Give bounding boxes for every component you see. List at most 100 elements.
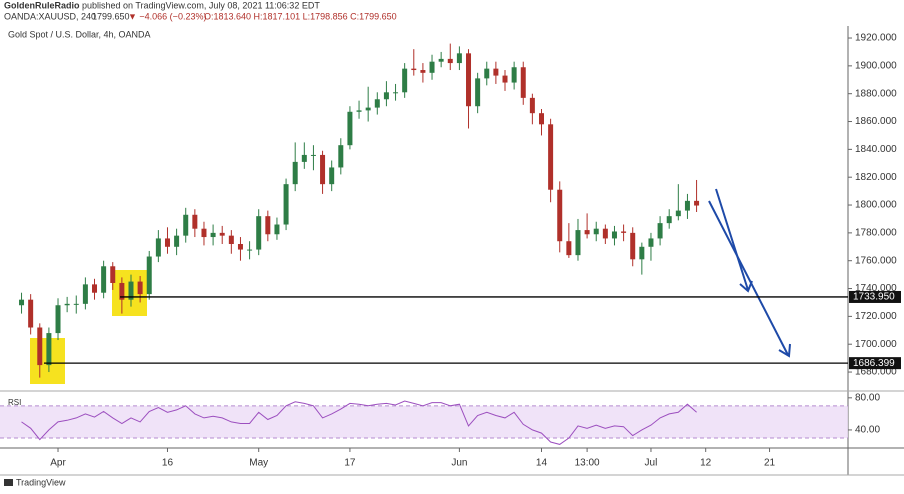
candle-body [101, 266, 107, 293]
candle-body [73, 303, 79, 305]
candle-body [155, 238, 161, 257]
arrow [708, 200, 791, 358]
candle-body [548, 124, 554, 190]
candle-body [164, 238, 170, 247]
candle-body [475, 78, 481, 107]
x-tick-label: 17 [344, 458, 356, 469]
y-tick-label: 1820.000 [855, 172, 897, 183]
candle-body [274, 224, 280, 235]
y-tick-label: 1840.000 [855, 144, 897, 155]
candle-body [657, 223, 663, 239]
candle-body [420, 70, 426, 73]
candle-body [347, 111, 353, 146]
level-label: 1686.399 [853, 358, 895, 369]
candle-body [393, 92, 399, 94]
candle-body [219, 232, 225, 236]
change: ▼ −4.066 (−0.23%) [128, 11, 206, 21]
x-tick-label: Jul [645, 458, 658, 469]
level-label: 1733.950 [853, 292, 895, 303]
candle-body [256, 216, 262, 250]
candle-body [320, 154, 326, 185]
ohlc: O:1813.640 H:1817.101 L:1798.856 C:1799.… [204, 11, 397, 21]
candle-body [55, 305, 61, 334]
y-tick-label: 1700.000 [855, 339, 897, 350]
rsi-band [0, 405, 848, 438]
candle-body [228, 235, 234, 245]
candle-body [694, 200, 700, 206]
y-tick-label: 1780.000 [855, 228, 897, 239]
candle-body [329, 167, 335, 185]
y-tick-label: 1720.000 [855, 311, 897, 322]
candle-body [639, 246, 645, 260]
candle-body [247, 249, 253, 251]
y-tick-label: 1920.000 [855, 33, 897, 44]
x-tick-label: May [249, 458, 268, 469]
candle-body [310, 154, 316, 156]
candle-body [338, 145, 344, 168]
candle-body [64, 303, 70, 306]
candle-body [265, 216, 271, 235]
logo: TradingView [4, 477, 66, 487]
candle-body [365, 107, 371, 111]
candle-body [566, 241, 572, 256]
candle-body [611, 231, 617, 239]
rsi-tick-label: 80.00 [855, 392, 880, 403]
candle-body [183, 214, 189, 236]
candle-body [621, 231, 627, 233]
x-tick-label: 14 [536, 458, 548, 469]
candle-body [466, 53, 472, 107]
level-label-box [849, 290, 901, 303]
candle-body [411, 68, 417, 71]
candle-body [374, 99, 380, 108]
candle-body [648, 238, 654, 247]
candle-body [484, 68, 490, 79]
candle-body [128, 281, 134, 300]
y-tick-label: 1800.000 [855, 200, 897, 211]
candle-body [283, 184, 289, 225]
candle-body [584, 230, 590, 235]
candle-body [429, 61, 435, 73]
candle-body [292, 161, 298, 185]
x-tick-label: 21 [764, 458, 776, 469]
y-tick-label: 1860.000 [855, 116, 897, 127]
x-tick-label: Jun [451, 458, 467, 469]
candle-body [557, 189, 563, 242]
symbol: OANDA:XAUUSD, 240 [4, 11, 96, 21]
candle-body [538, 113, 544, 125]
rsi-tick-label: 40.00 [855, 425, 880, 436]
y-tick-label: 1740.000 [855, 283, 897, 294]
arrows [708, 188, 791, 358]
candle-body [201, 228, 207, 238]
candle-body [383, 92, 389, 100]
candle-body [666, 216, 672, 224]
y-tick-label: 1760.000 [855, 255, 897, 266]
brand: TradingView [16, 477, 66, 487]
candle-body [146, 256, 152, 295]
y-tick-label: 1900.000 [855, 60, 897, 71]
candle-body [137, 281, 143, 295]
candle-body [192, 214, 198, 229]
level-label-box [849, 357, 901, 370]
logo-icon [4, 479, 13, 486]
x-tick-label: 13:00 [575, 458, 600, 469]
candle-body [237, 244, 243, 250]
candle-body [19, 299, 25, 306]
published: published on TradingView.com, July 08, 2… [82, 0, 320, 10]
y-tick-label: 1880.000 [855, 88, 897, 99]
candle-body [575, 230, 581, 256]
rsi-line [21, 400, 697, 445]
candle-body [301, 154, 307, 162]
candle-body [438, 58, 444, 62]
candle-body [502, 75, 508, 83]
chart-title: Gold Spot / U.S. Dollar, 4h, OANDA [8, 29, 151, 39]
candle-body [520, 67, 526, 98]
candle-body [447, 58, 453, 64]
candle-body [119, 282, 125, 300]
x-tick-label: Apr [50, 458, 66, 469]
candle-body [37, 327, 43, 366]
candle-body [675, 210, 681, 217]
candle-body [174, 235, 180, 247]
candle-body [28, 299, 34, 328]
candle-body [529, 97, 535, 114]
candle-body [684, 200, 690, 211]
